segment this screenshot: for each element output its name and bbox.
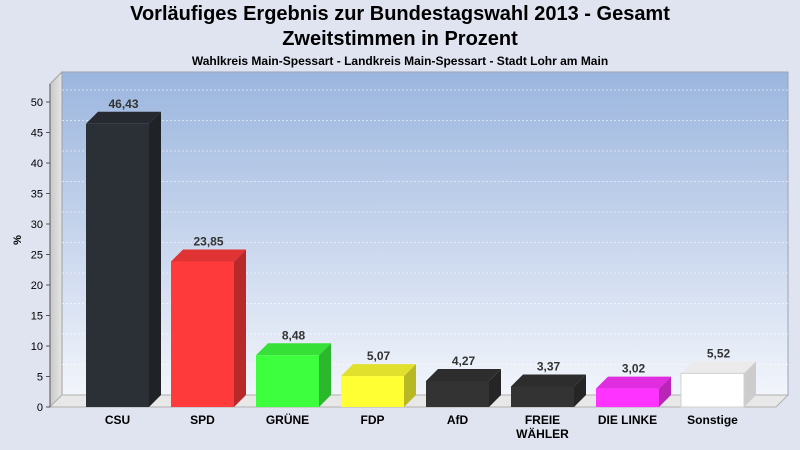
bar-top [681,361,756,374]
x-tick-label: AfD [447,413,469,427]
y-tick-label: 50 [31,97,43,109]
y-axis-label: % [12,235,24,245]
data-label: 4,27 [452,354,476,368]
bar-top [341,364,416,377]
bar-top [171,249,246,262]
y-tick-label: 5 [37,372,43,384]
bar-front [256,355,319,407]
bar-front [596,388,659,407]
y-tick-label: 35 [31,189,43,201]
x-tick-label: Sonstige [687,413,738,427]
x-tick-label: DIE LINKE [598,413,657,427]
y-tick-label: 30 [31,219,43,231]
data-label: 5,52 [707,346,731,360]
plot-left-wall [49,70,63,409]
bar-front [680,372,745,408]
data-label: 46,43 [108,97,138,111]
bar-side [489,368,501,407]
bar-side [319,343,331,407]
bar-grüne: 8,48 GRÜNE [256,328,331,427]
chart-subtitle: Zweitstimmen in Prozent [282,28,518,50]
y-tick-label: 0 [37,402,43,414]
chart-title: Vorläufiges Ergebnis zur Bundestagswahl … [130,3,670,25]
bar-die-linke: 3,02 DIE LINKE [596,362,671,427]
x-tick-label: FREIE [525,413,560,427]
y-tick-label: 45 [31,128,43,140]
plot-floor [48,394,790,408]
chart-district-subtitle: Wahlkreis Main-Spessart - Landkreis Main… [191,54,609,68]
bar-top [511,374,586,387]
bar-side [574,374,586,407]
y-tick-label: 10 [31,341,43,353]
bar-front [341,376,404,407]
bar-front [86,123,149,407]
y-tick-label: 40 [31,158,43,170]
data-label: 3,37 [537,359,561,373]
data-label: 5,07 [367,349,391,363]
bar-csu: 46,43 CSU [86,97,161,427]
x-tick-label: CSU [105,413,130,427]
bar-fdp: 5,07 FDP [341,349,416,427]
bar-top [86,111,161,124]
x-tick-label: SPD [190,413,215,427]
x-tick-label: FDP [361,413,385,427]
bar-front [171,261,234,407]
data-label: 3,02 [622,362,646,376]
bar-top [426,368,501,381]
bar-side [234,249,246,407]
bar-afd: 4,27 AfD [426,354,501,427]
bar-front [426,380,489,407]
y-tick-label: 15 [31,311,43,323]
y-tick-label: 25 [31,250,43,262]
data-label: 8,48 [282,328,306,342]
bar-top [256,343,331,356]
x-tick-label: GRÜNE [266,412,309,427]
bar-top [596,376,671,389]
bar-side [744,361,756,407]
bar-side [659,376,671,407]
x-tick-label: WÄHLER [516,426,569,441]
bar-spd: 23,85 SPD [171,235,246,427]
y-tick-label: 20 [31,280,43,292]
data-label: 23,85 [193,235,223,249]
bar-front [511,386,574,407]
bar-sonstige: 5,52 Sonstige [680,346,756,427]
bar-side [149,111,161,407]
bar-side [404,364,416,407]
